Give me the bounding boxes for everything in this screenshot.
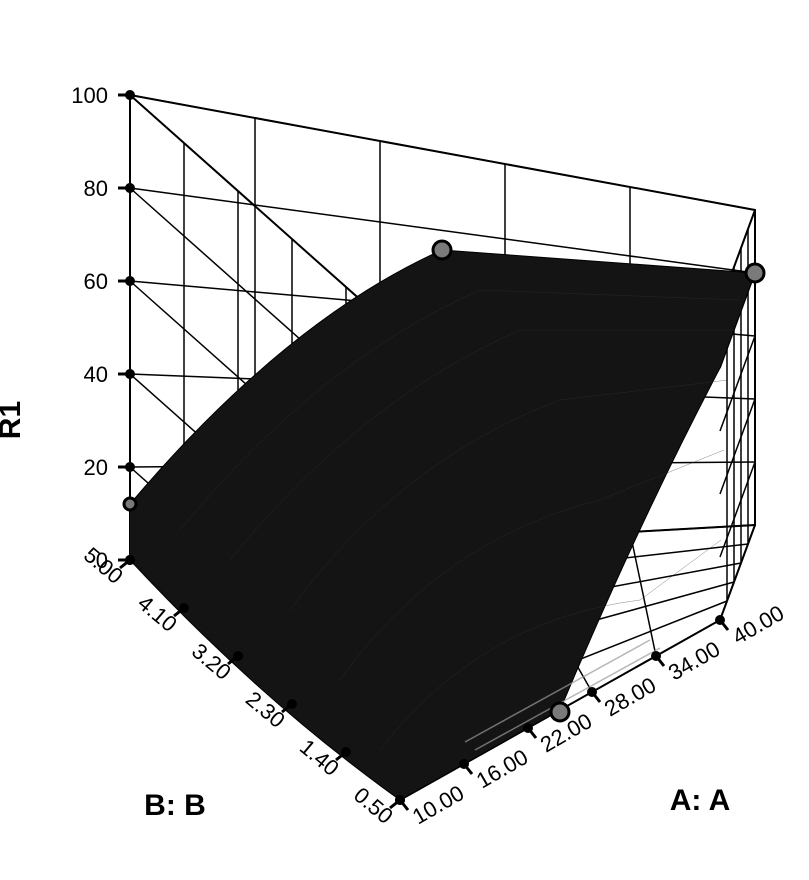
z-tick-4: 80	[84, 176, 108, 201]
a-tick-4: 34.00	[664, 636, 724, 685]
chart-svg: 0 20 40 60 80 100 5.00 4.10 3.20 2.30 1.…	[0, 0, 809, 880]
b-tick-5: 5.00	[79, 542, 128, 589]
surface-plot: 0 20 40 60 80 100 5.00 4.10 3.20 2.30 1.…	[0, 0, 809, 880]
a-axis-label: A: A	[670, 784, 731, 817]
a-tick-3: 28.00	[600, 672, 660, 721]
z-tick-3: 60	[84, 269, 108, 294]
response-surface	[130, 250, 755, 800]
z-tick-5: 100	[71, 83, 108, 108]
z-tick-2: 40	[84, 362, 108, 387]
b-axis-label: B: B	[144, 789, 206, 822]
a-tick-5: 40.00	[728, 600, 788, 649]
z-axis-label: R1	[0, 401, 27, 439]
z-tick-1: 20	[84, 455, 108, 480]
